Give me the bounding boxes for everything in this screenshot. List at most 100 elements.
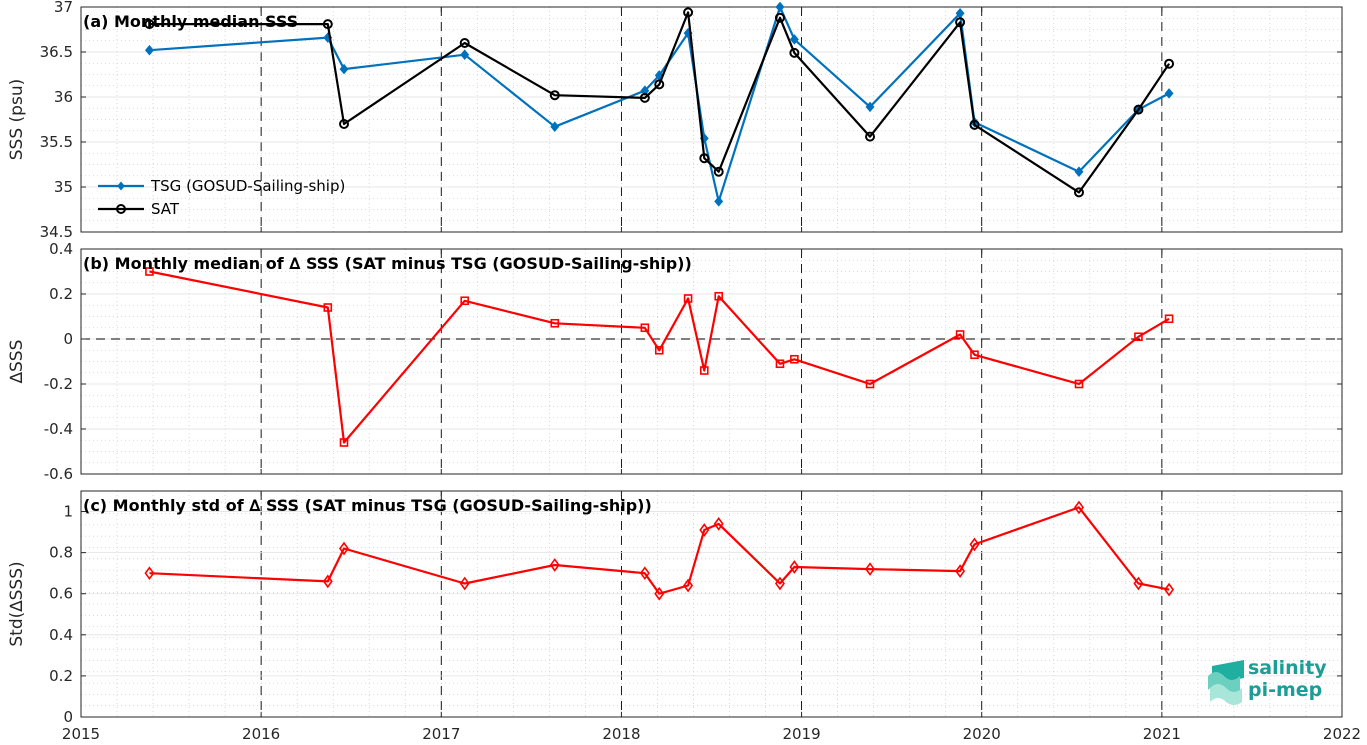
y-tick-label: 0 <box>63 708 73 726</box>
data-point <box>144 19 155 30</box>
data-point <box>1133 104 1144 115</box>
y-tick-label: -0.4 <box>44 420 73 438</box>
data-point <box>550 318 560 328</box>
logo-line-1: salinity <box>1248 657 1327 679</box>
data-point <box>699 153 710 164</box>
data-point <box>640 85 650 96</box>
data-point <box>549 558 560 572</box>
y-tick-label: 35 <box>54 178 73 196</box>
data-point <box>774 576 785 591</box>
series-line-sat <box>149 11 1171 194</box>
x-tick-label: 2017 <box>422 725 460 743</box>
panel-c: 0 0.2 0.4 0.6 0.8 1 2015 2016 2017 2018 2019 2020 20… <box>7 490 1361 743</box>
data-point <box>713 517 724 531</box>
legend: TSG (GOSUD-Sailing-ship) SAT <box>98 177 345 218</box>
data-point <box>955 17 966 28</box>
plot-area <box>81 491 1342 717</box>
y-tick-label: 0.2 <box>49 285 73 303</box>
data-point <box>640 323 650 333</box>
data-point <box>713 166 724 177</box>
data-point <box>774 12 785 23</box>
x-tick-label: 2021 <box>1143 725 1181 743</box>
data-point <box>699 366 709 375</box>
y-axis-label: SSS (psu) <box>7 79 27 160</box>
panel-b: -0.6 -0.4 -0.2 0 0.2 0.4 ∆SSS (b) Monthly media… <box>7 240 1343 483</box>
data-point <box>789 47 800 58</box>
x-tick-label: 2015 <box>62 725 100 743</box>
y-tick-label: 36 <box>54 88 73 106</box>
data-point <box>775 359 785 369</box>
y-tick-label: -0.6 <box>44 465 73 483</box>
data-point <box>322 19 333 30</box>
data-point <box>969 119 980 130</box>
data-point <box>683 7 694 18</box>
series-line-c <box>149 506 1170 595</box>
y-axis-label: ∆SSS <box>7 340 27 385</box>
data-point <box>322 574 333 589</box>
data-point <box>683 578 694 593</box>
data-point <box>1074 500 1084 515</box>
axes-box <box>80 248 1343 475</box>
x-tick-label: 2018 <box>602 725 640 743</box>
data-point <box>714 291 724 301</box>
data-point <box>789 34 799 45</box>
data-point <box>1134 332 1143 342</box>
data-point <box>775 1 785 13</box>
data-point <box>714 196 724 207</box>
x-tick-label: 2016 <box>242 725 280 743</box>
legend-marker <box>117 181 125 191</box>
data-point <box>683 294 693 303</box>
logo-waves-icon <box>1208 660 1244 705</box>
data-point <box>339 438 349 447</box>
data-point <box>1074 166 1084 177</box>
y-tick-label: 0.4 <box>49 626 73 644</box>
legend-label: SAT <box>151 200 180 218</box>
series-line-b <box>149 270 1170 444</box>
data-point <box>789 560 800 574</box>
y-tick-label: 36.5 <box>40 43 73 61</box>
panel-title-b: (b) Monthly median of ∆ SSS (SAT minus T… <box>83 254 692 273</box>
data-point <box>639 566 650 581</box>
data-point <box>1074 379 1084 389</box>
data-point <box>654 586 665 601</box>
x-tick-label: 2022 <box>1323 725 1361 743</box>
data-point <box>145 267 154 276</box>
data-point <box>969 537 980 552</box>
data-point <box>144 44 154 56</box>
data-point <box>339 63 349 75</box>
data-point <box>459 38 470 48</box>
data-point <box>1164 314 1174 324</box>
data-point <box>654 345 664 355</box>
data-point <box>1133 576 1144 591</box>
data-point <box>955 564 966 578</box>
data-point <box>955 330 965 339</box>
x-tick-label: 2019 <box>782 725 820 743</box>
logo-line-2: pi-mep <box>1248 679 1323 701</box>
data-point <box>1164 58 1175 69</box>
y-tick-label: 0.4 <box>49 240 73 258</box>
y-tick-label: 0.2 <box>49 667 73 685</box>
data-point <box>790 354 799 364</box>
y-tick-label: -0.2 <box>44 375 73 393</box>
y-tick-label: 0 <box>63 330 73 348</box>
data-point <box>549 90 560 101</box>
y-axis-label: Std(∆SSS) <box>7 561 27 646</box>
legend-label: TSG (GOSUD-Sailing-ship) <box>150 177 345 195</box>
panel-title-a: (a) Monthly median SSS <box>83 12 298 31</box>
data-point <box>339 119 350 129</box>
plot-area <box>81 249 1342 474</box>
axes-box <box>80 490 1343 718</box>
y-tick-label: 1 <box>63 503 73 521</box>
data-point <box>339 541 349 556</box>
data-point <box>1073 187 1084 198</box>
x-tick-label: 2020 <box>963 725 1001 743</box>
y-tick-label: 0.6 <box>49 585 73 603</box>
legend-marker <box>116 204 126 214</box>
y-tick-label: 0.8 <box>49 544 73 562</box>
data-point <box>699 523 710 537</box>
y-tick-label: 37 <box>54 0 73 16</box>
panel-a: 34.5 35 35.5 36 36.5 37 SSS (psu) (a) Monthly m… <box>7 0 1343 241</box>
data-point <box>1164 582 1175 597</box>
salinity-pimep-logo: salinity pi-mep <box>1206 656 1336 706</box>
